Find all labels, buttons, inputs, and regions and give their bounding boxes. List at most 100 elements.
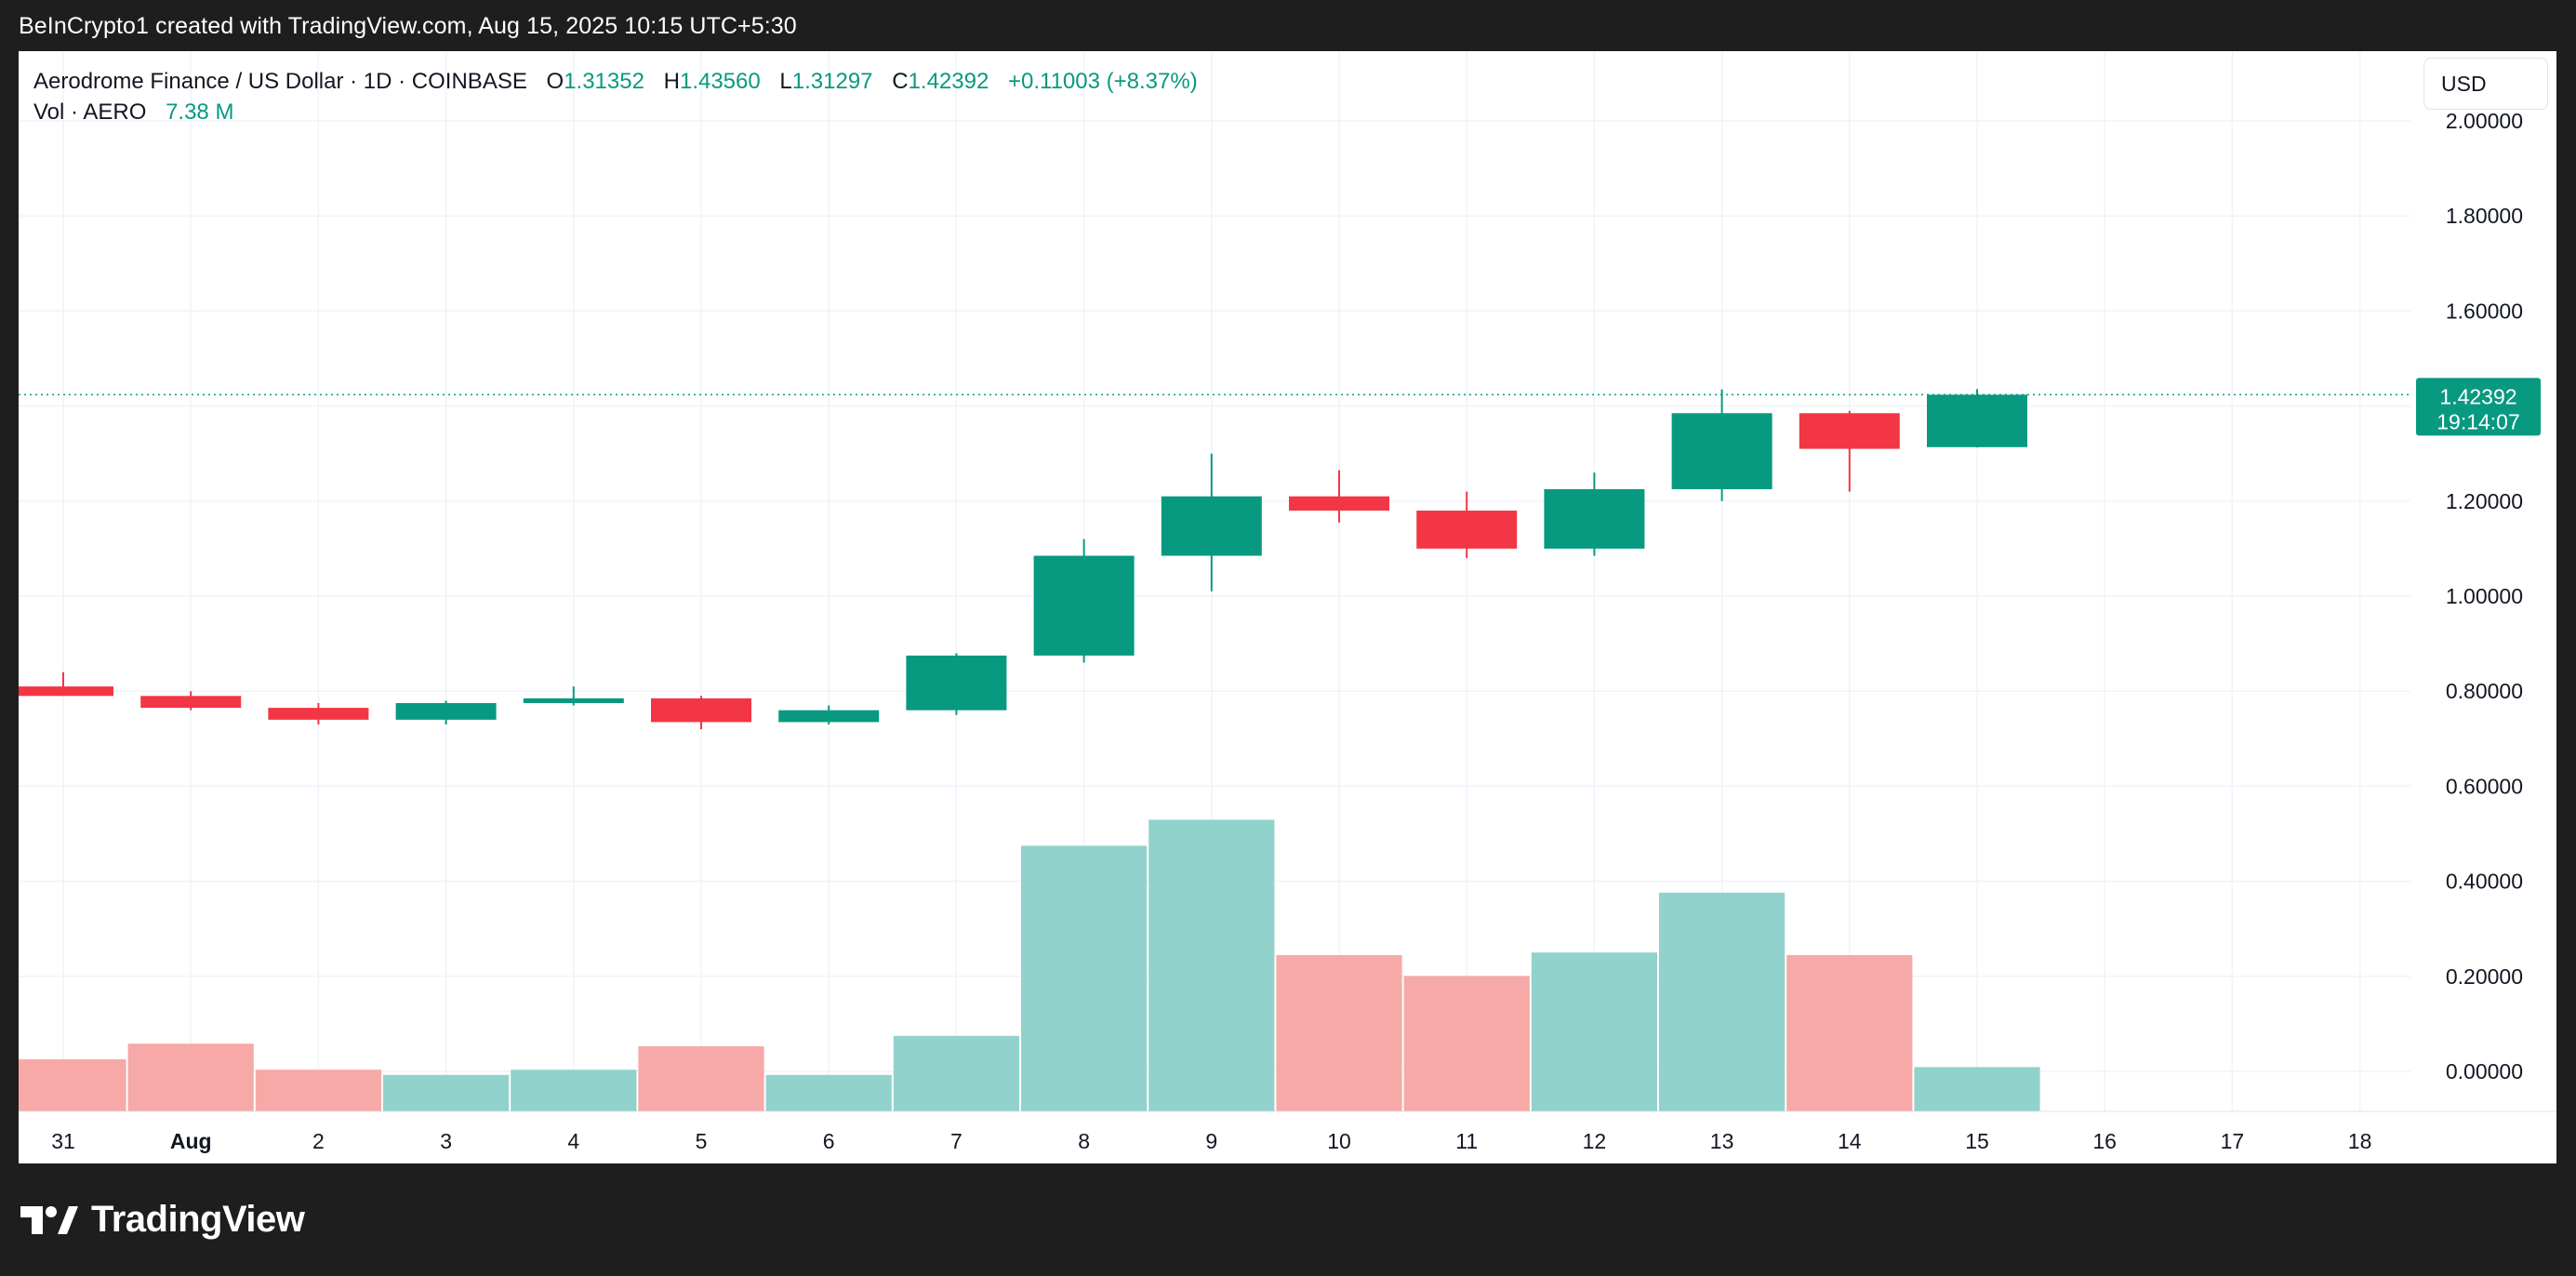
candle-body — [1544, 489, 1645, 549]
y-tick-label: 0.40000 — [2446, 870, 2523, 894]
volume-bar — [255, 1070, 381, 1111]
x-tick-label: 14 — [1838, 1129, 1862, 1153]
y-tick-label: 1.60000 — [2446, 299, 2523, 323]
x-tick-label: 5 — [696, 1129, 708, 1153]
candle-body — [1927, 394, 2027, 447]
grid-layer — [19, 51, 2410, 1111]
close-value: 1.42392 — [908, 69, 989, 94]
tradingview-logo-icon — [20, 1205, 78, 1234]
change-value: +0.11003 (+8.37%) — [1007, 69, 1198, 94]
price-tag-countdown: 19:14:07 — [2437, 409, 2520, 433]
candle-body — [1416, 511, 1518, 549]
price-tag-value: 1.42392 — [2439, 384, 2516, 408]
price-chart[interactable]: 31 Aug 2 3 4 5 6 7 8 9 10 11 12 13 14 15 16 17 18 2.00000 1.… — [19, 51, 2556, 1163]
x-tick-label: 18 — [2348, 1129, 2372, 1153]
candle — [778, 705, 880, 724]
candle — [1416, 491, 1518, 559]
open-label: O — [546, 69, 564, 94]
open-value: 1.31352 — [564, 69, 644, 94]
candle-body — [906, 655, 1007, 711]
candle — [1161, 453, 1262, 591]
high-label: H — [663, 69, 680, 94]
x-tick-label: 12 — [1583, 1129, 1607, 1153]
volume-bar — [19, 1059, 126, 1111]
y-tick-label: 1.80000 — [2446, 204, 2523, 228]
y-tick-label: 1.00000 — [2446, 584, 2523, 608]
x-tick-label: 10 — [1327, 1129, 1351, 1153]
tradingview-wordmark: TradingView — [91, 1199, 305, 1240]
candle-body — [523, 698, 624, 703]
ohlc-legend: Aerodrome Finance / US Dollar · 1D · COI… — [33, 66, 1198, 127]
x-tick-label: 15 — [1965, 1129, 1989, 1153]
candle-body — [19, 686, 113, 697]
volume-bar — [383, 1074, 510, 1111]
x-tick-label: 2 — [312, 1129, 325, 1153]
attribution-text: BeInCrypto1 created with TradingView.com… — [19, 13, 797, 39]
volume-bar — [1914, 1067, 2040, 1111]
candle — [1544, 472, 1645, 556]
candle-body — [651, 698, 751, 723]
candle — [1927, 389, 2027, 448]
volume-bar — [1149, 819, 1275, 1111]
y-axis-labels: 2.00000 1.80000 1.60000 1.20000 1.00000 0.800… — [2446, 109, 2523, 1083]
x-tick-label: 4 — [567, 1129, 579, 1153]
x-tick-label: 16 — [2092, 1129, 2117, 1153]
candle-body — [1289, 496, 1389, 512]
candle — [1671, 389, 1773, 501]
volume-bar — [1021, 845, 1148, 1111]
volume-value: 7.38 M — [166, 100, 234, 125]
volume-bar — [1276, 955, 1402, 1111]
candles — [19, 389, 2027, 730]
candle-body — [1161, 496, 1262, 556]
low-label: L — [779, 69, 792, 94]
candle — [395, 700, 497, 724]
price-tag-bg — [2416, 378, 2541, 436]
volume-bar — [1531, 952, 1657, 1111]
volume-bar — [638, 1046, 764, 1111]
candle — [140, 691, 242, 711]
y-tick-label: 0.80000 — [2446, 679, 2523, 703]
currency-button[interactable]: USD — [2423, 58, 2548, 110]
x-tick-label: 17 — [2221, 1129, 2245, 1153]
y-tick-label: 0.60000 — [2446, 774, 2523, 798]
candle — [1799, 410, 1900, 492]
volume-bar — [1403, 976, 1530, 1111]
x-tick-label: 9 — [1205, 1129, 1217, 1153]
candle — [268, 702, 369, 724]
x-tick-label: Aug — [170, 1129, 212, 1153]
y-tick-label: 2.00000 — [2446, 109, 2523, 133]
volume-bar — [127, 1043, 254, 1111]
volume-bars — [19, 819, 2040, 1111]
high-value: 1.43560 — [679, 69, 761, 94]
volume-label[interactable]: Vol · AERO — [33, 100, 147, 125]
close-label: C — [892, 69, 909, 94]
candle-body — [395, 702, 497, 720]
volume-bar — [1786, 955, 1913, 1111]
volume-bar — [1659, 892, 1786, 1111]
candle — [1289, 470, 1389, 523]
x-tick-label: 13 — [1710, 1129, 1734, 1153]
candle-body — [1033, 555, 1135, 656]
volume-bar — [893, 1035, 1019, 1111]
low-value: 1.31297 — [791, 69, 873, 94]
x-tick-label: 7 — [950, 1129, 963, 1153]
legend-volume-row: Vol · AERO 7.38 M — [33, 97, 1198, 127]
candle-body — [1671, 413, 1773, 490]
candle-body — [778, 710, 880, 723]
candle — [19, 671, 113, 697]
x-tick-label: 11 — [1455, 1129, 1478, 1153]
candle-body — [1799, 413, 1900, 449]
tradingview-logo[interactable]: TradingView — [20, 1199, 305, 1241]
y-tick-label: 1.20000 — [2446, 489, 2523, 513]
x-tick-label: 6 — [823, 1129, 835, 1153]
x-axis-labels: 31 Aug 2 3 4 5 6 7 8 9 10 11 12 13 14 15 16 17 18 — [51, 1129, 2371, 1153]
x-tick-label: 8 — [1078, 1129, 1090, 1153]
y-tick-label: 0.20000 — [2446, 964, 2523, 989]
symbol-title[interactable]: Aerodrome Finance / US Dollar · 1D · COI… — [33, 69, 527, 94]
chart-panel[interactable]: 31 Aug 2 3 4 5 6 7 8 9 10 11 12 13 14 15 16 17 18 2.00000 1.… — [19, 51, 2556, 1163]
candle — [1033, 538, 1135, 663]
volume-bar — [511, 1070, 637, 1111]
candle-body — [140, 696, 242, 709]
x-tick-label: 31 — [51, 1129, 75, 1153]
